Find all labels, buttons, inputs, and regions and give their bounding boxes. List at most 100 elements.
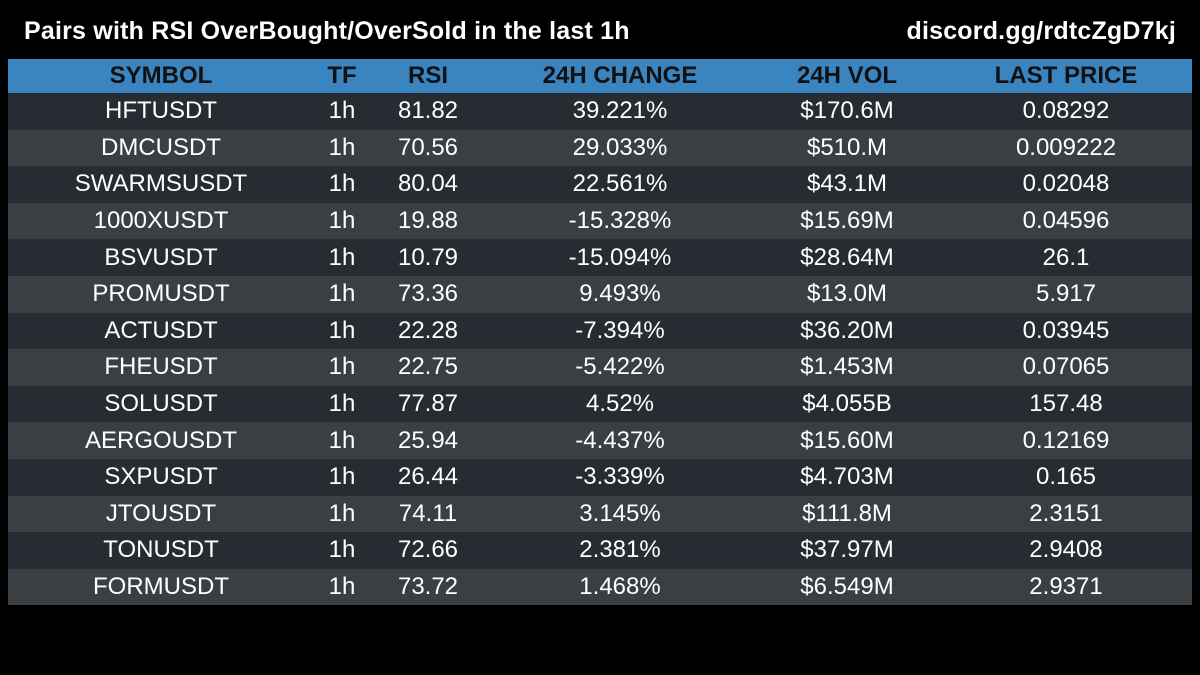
page-title: Pairs with RSI OverBought/OverSold in th…	[24, 17, 630, 45]
cell-rsi: 70.56	[397, 133, 459, 161]
cell-tf: 1h	[328, 499, 356, 527]
cell-tf: 1h	[328, 133, 356, 161]
cell-symbol: BSVUSDT	[104, 243, 218, 271]
cell-price: 0.12169	[1022, 426, 1110, 454]
cell-symbol: AERGOUSDT	[84, 426, 237, 454]
cell-change: -5.422%	[575, 353, 665, 381]
cell-symbol: SWARMSUSDT	[74, 170, 248, 198]
cell-volume: $1.453M	[800, 353, 894, 381]
cell-rsi: 22.75	[397, 353, 459, 381]
table-row[interactable]: TONUSDT 1h 72.66 2.381% $37.97M 2.9408	[8, 532, 1192, 569]
table-header-row: SYMBOL TF RSI 24H CHANGE 24H VOL LAST PR…	[8, 59, 1192, 93]
cell-tf: 1h	[328, 280, 356, 308]
table-row[interactable]: HFTUSDT 1h 81.82 39.221% $170.6M 0.08292	[8, 93, 1192, 130]
column-header-tf[interactable]: TF	[327, 62, 357, 89]
cell-price: 0.02048	[1022, 170, 1110, 198]
cell-change: -15.328%	[568, 207, 672, 235]
table-row[interactable]: DMCUSDT 1h 70.56 29.033% $510.M 0.009222	[8, 129, 1192, 167]
cell-price: 2.9371	[1029, 573, 1103, 601]
cell-volume: $6.549M	[800, 573, 894, 601]
column-header-rsi[interactable]: RSI	[407, 62, 448, 89]
cell-tf: 1h	[328, 207, 356, 235]
table-row[interactable]: FORMUSDT 1h 73.72 1.468% $6.549M 2.9371	[8, 568, 1192, 606]
table-row[interactable]: FHEUSDT 1h 22.75 -5.422% $1.453M 0.07065	[8, 349, 1192, 386]
cell-symbol: 1000XUSDT	[93, 207, 229, 235]
column-header-last-price[interactable]: LAST PRICE	[994, 62, 1138, 89]
cell-tf: 1h	[328, 573, 356, 601]
table-body: HFTUSDT 1h 81.82 39.221% $170.6M 0.08292 DMCUS…	[8, 93, 1192, 606]
cell-price: 26.1	[1042, 243, 1090, 271]
cell-change: 29.033%	[572, 133, 668, 161]
cell-volume: $4.703M	[800, 463, 894, 491]
cell-price: 2.9408	[1029, 536, 1103, 564]
page-header: Pairs with RSI OverBought/OverSold in th…	[0, 0, 1200, 62]
cell-price: 157.48	[1029, 390, 1103, 418]
cell-symbol: SXPUSDT	[104, 463, 218, 491]
cell-tf: 1h	[328, 353, 356, 381]
cell-price: 0.07065	[1022, 353, 1110, 381]
cell-symbol: SOLUSDT	[104, 390, 218, 418]
cell-volume: $510.M	[806, 133, 888, 161]
cell-symbol: PROMUSDT	[92, 280, 230, 308]
column-header-24h-change[interactable]: 24H CHANGE	[542, 62, 698, 89]
cell-rsi: 77.87	[397, 390, 459, 418]
cell-rsi: 80.04	[397, 170, 459, 198]
cell-volume: $13.0M	[806, 280, 888, 308]
cell-rsi: 74.11	[398, 499, 458, 527]
cell-price: 0.08292	[1022, 97, 1110, 125]
cell-tf: 1h	[328, 426, 356, 454]
table-row[interactable]: SWARMSUSDT 1h 80.04 22.561% $43.1M 0.02048	[8, 166, 1192, 203]
cell-change: 39.221%	[572, 97, 668, 125]
cell-tf: 1h	[328, 243, 356, 271]
cell-change: -4.437%	[575, 426, 665, 454]
cell-price: 0.04596	[1022, 207, 1110, 235]
table-row[interactable]: JTOUSDT 1h 74.11 3.145% $111.8M 2.3151	[8, 495, 1192, 533]
column-header-symbol[interactable]: SYMBOL	[109, 62, 213, 89]
table-row[interactable]: AERGOUSDT 1h 25.94 -4.437% $15.60M 0.12169	[8, 422, 1192, 459]
cell-symbol: HFTUSDT	[105, 97, 217, 125]
cell-change: 22.561%	[572, 170, 668, 198]
table-row[interactable]: 1000XUSDT 1h 19.88 -15.328% $15.69M 0.04596	[8, 202, 1192, 240]
cell-volume: $43.1M	[806, 170, 888, 198]
cell-tf: 1h	[328, 316, 356, 344]
cell-volume: $37.97M	[800, 536, 894, 564]
column-header-24h-vol[interactable]: 24H VOL	[796, 62, 898, 89]
cell-price: 0.03945	[1022, 316, 1110, 344]
cell-price: 5.917	[1035, 280, 1097, 308]
cell-change: -15.094%	[568, 243, 672, 271]
rsi-table: SYMBOL TF RSI 24H CHANGE 24H VOL LAST PR…	[8, 59, 1192, 606]
cell-rsi: 26.44	[397, 463, 459, 491]
cell-symbol: JTOUSDT	[105, 499, 217, 527]
cell-change: 1.468%	[579, 573, 661, 601]
cell-volume: $28.64M	[800, 243, 894, 271]
cell-price: 0.165	[1035, 463, 1097, 491]
cell-volume: $170.6M	[800, 97, 894, 125]
cell-rsi: 73.72	[397, 573, 459, 601]
table-row[interactable]: SXPUSDT 1h 26.44 -3.339% $4.703M 0.165	[8, 458, 1192, 496]
table-row[interactable]: SOLUSDT 1h 77.87 4.52% $4.055B 157.48	[8, 385, 1192, 423]
table-row[interactable]: BSVUSDT 1h 10.79 -15.094% $28.64M 26.1	[8, 239, 1192, 276]
cell-price: 0.009222	[1015, 133, 1117, 161]
cell-volume: $15.69M	[800, 207, 894, 235]
cell-volume: $111.8M	[802, 499, 892, 527]
cell-symbol: DMCUSDT	[101, 133, 221, 161]
cell-rsi: 22.28	[397, 316, 459, 344]
cell-tf: 1h	[328, 170, 356, 198]
cell-tf: 1h	[328, 390, 356, 418]
table-row[interactable]: ACTUSDT 1h 22.28 -7.394% $36.20M 0.03945	[8, 312, 1192, 350]
cell-change: -3.339%	[575, 463, 665, 491]
cell-rsi: 73.36	[397, 280, 459, 308]
cell-tf: 1h	[328, 463, 356, 491]
cell-symbol: ACTUSDT	[104, 316, 218, 344]
cell-volume: $4.055B	[802, 390, 892, 418]
cell-tf: 1h	[328, 97, 356, 125]
cell-rsi: 10.79	[397, 243, 459, 271]
cell-volume: $15.60M	[800, 426, 894, 454]
cell-symbol: FORMUSDT	[93, 573, 229, 601]
cell-change: 4.52%	[585, 390, 655, 418]
table-row[interactable]: PROMUSDT 1h 73.36 9.493% $13.0M 5.917	[8, 275, 1192, 313]
cell-change: 3.145%	[579, 499, 661, 527]
cell-price: 2.3151	[1029, 499, 1103, 527]
cell-tf: 1h	[328, 536, 356, 564]
discord-link[interactable]: discord.gg/rdtcZgD7kj	[906, 17, 1176, 45]
